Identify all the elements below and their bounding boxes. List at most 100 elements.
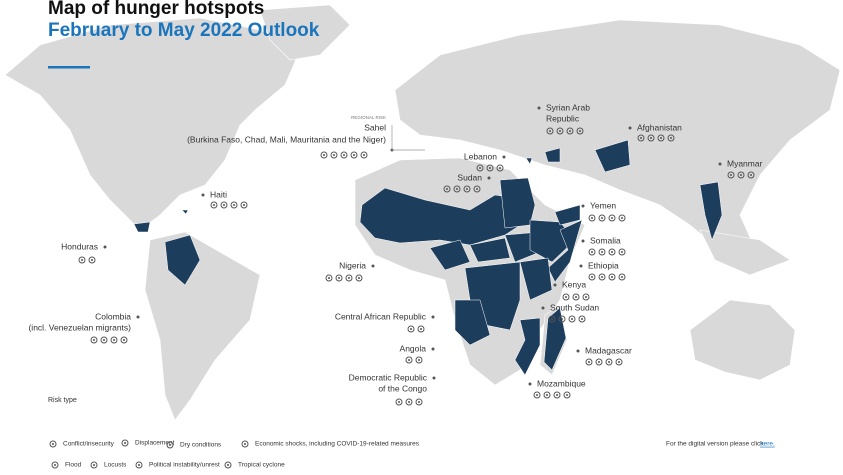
risk-icon (543, 391, 551, 399)
risk-icon-dot (420, 328, 422, 330)
risk-icon (598, 273, 606, 281)
hotspot-marker (432, 376, 436, 380)
hotspot-label: Central African Republic (335, 311, 427, 321)
risk-icon (657, 134, 665, 142)
risk-icon-dot (398, 401, 400, 403)
risk-icon (588, 273, 596, 281)
risk-icon-dot (93, 464, 95, 466)
risk-icon-dot (621, 276, 623, 278)
risk-icon (588, 214, 596, 222)
risk-icon-dot (243, 204, 245, 206)
risk-icon (210, 201, 218, 209)
hotspot-label: Honduras (61, 241, 98, 251)
risk-icon-dot (223, 204, 225, 206)
hotspot-marker (487, 176, 491, 180)
risk-icon (605, 358, 613, 366)
risk-icon-dot (93, 339, 95, 341)
legend-item: Political instability/unrest (149, 462, 220, 469)
risk-icon-dot (408, 359, 410, 361)
risk-icon-dot (549, 130, 551, 132)
legend-title: Risk type (48, 397, 77, 404)
risk-icon-dot (546, 394, 548, 396)
hotspot-marker (581, 204, 585, 208)
risk-icon (556, 127, 564, 135)
risk-icon (241, 440, 249, 448)
risk-icon-dot (348, 277, 350, 279)
risk-icon-dot (52, 443, 54, 445)
risk-icon (90, 461, 98, 469)
risk-icon (90, 336, 98, 344)
risk-icon (443, 185, 451, 193)
risk-icon (78, 256, 86, 264)
hotspot-label: Haiti (210, 189, 227, 199)
risk-icon-dot (466, 188, 468, 190)
hotspot-marker (201, 193, 205, 197)
risk-icon (533, 391, 541, 399)
risk-icon (558, 315, 566, 323)
legend-item: Conflict/insecurity (63, 441, 115, 448)
hotspot-label: Republic (546, 113, 580, 123)
risk-icon-dot (91, 259, 93, 261)
risk-icon-dot (358, 277, 360, 279)
risk-icon (224, 461, 232, 469)
legend-item: Displacement (135, 440, 175, 447)
risk-icon (598, 214, 606, 222)
risk-icon-dot (559, 130, 561, 132)
risk-icon (345, 274, 353, 282)
risk-icon-dot (730, 174, 732, 176)
risk-icon (320, 151, 328, 159)
risk-icon-dot (536, 394, 538, 396)
risk-icon-dot (601, 217, 603, 219)
hotspot-marker (628, 126, 632, 130)
hotspot-label: Ethiopia (588, 260, 619, 270)
risk-icon (572, 293, 580, 301)
risk-icon (340, 151, 348, 159)
hotspot-marker (528, 382, 532, 386)
hotspot-label: Nigeria (339, 260, 366, 270)
risk-icon-dot (611, 276, 613, 278)
risk-icon (566, 127, 574, 135)
risk-icon (417, 325, 425, 333)
risk-icon (618, 248, 626, 256)
footer-link[interactable]: here. (760, 441, 775, 448)
title: Map of hunger hotspots (48, 0, 264, 19)
risk-icon (585, 358, 593, 366)
risk-icon (415, 398, 423, 406)
risk-icon-dot (575, 296, 577, 298)
hotspot-label: Madagascar (585, 345, 632, 355)
hotspot-label: Syrian Arab (546, 102, 590, 112)
risk-icon (88, 256, 96, 264)
hotspot-marker (103, 245, 107, 249)
risk-icon (135, 461, 143, 469)
risk-icon-dot (333, 154, 335, 156)
risk-icon (355, 274, 363, 282)
risk-icon (476, 164, 484, 172)
risk-icon-dot (566, 394, 568, 396)
risk-icon-dot (608, 361, 610, 363)
risk-icon (110, 336, 118, 344)
risk-icon-dot (598, 361, 600, 363)
risk-icon-dot (103, 339, 105, 341)
risk-icon (576, 127, 584, 135)
risk-icon-dot (227, 464, 229, 466)
risk-icon (463, 185, 471, 193)
risk-icon-dot (476, 188, 478, 190)
hotspot-marker (431, 315, 435, 319)
risk-icon (415, 356, 423, 364)
risk-icon (737, 171, 745, 179)
hotspot-marker (581, 239, 585, 243)
risk-icon (51, 461, 59, 469)
legend-item: Flood (65, 462, 82, 469)
hotspot-label: Angola (400, 343, 427, 353)
risk-icon-dot (621, 217, 623, 219)
risk-icon (325, 274, 333, 282)
risk-icon-dot (81, 259, 83, 261)
hotspot-marker (537, 106, 541, 110)
risk-icon-dot (750, 174, 752, 176)
risk-icon-dot (489, 167, 491, 169)
hotspot-marker (579, 264, 583, 268)
hotspot-label: Yemen (590, 200, 616, 210)
hotspot-label: Democratic Republic (349, 372, 428, 382)
risk-icon (360, 151, 368, 159)
risk-icon-dot (591, 276, 593, 278)
